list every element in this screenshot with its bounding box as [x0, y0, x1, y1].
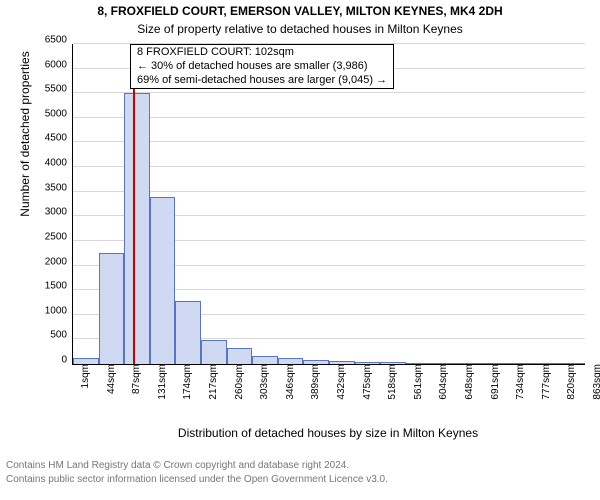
y-tick-label: 1000: [45, 305, 73, 316]
chart-container: 8, FROXFIELD COURT, EMERSON VALLEY, MILT…: [0, 0, 600, 500]
y-tick-label: 6500: [45, 35, 73, 46]
attribution-line-2: Contains public sector information licen…: [0, 474, 600, 485]
title-main: 8, FROXFIELD COURT, EMERSON VALLEY, MILT…: [0, 4, 600, 18]
histogram-bar: [227, 348, 253, 364]
y-tick-label: 500: [50, 330, 73, 341]
x-tick-label: 87sqm: [127, 364, 142, 394]
y-tick-label: 2000: [45, 256, 73, 267]
histogram-bar: [175, 301, 201, 364]
histogram-bar: [150, 197, 176, 364]
y-tick-label: 4000: [45, 158, 73, 169]
x-tick-label: 260sqm: [230, 364, 245, 400]
y-tick-label: 4500: [45, 133, 73, 144]
plot-area: 0500100015002000250030003500400045005000…: [72, 44, 585, 365]
x-tick-label: 389sqm: [306, 364, 321, 400]
histogram-bar: [252, 356, 278, 364]
gridline: [73, 117, 585, 118]
x-tick-label: 44sqm: [102, 364, 117, 394]
x-tick-label: 777sqm: [537, 364, 552, 400]
annotation-box: 8 FROXFIELD COURT: 102sqm← 30% of detach…: [130, 44, 394, 89]
x-tick-label: 648sqm: [460, 364, 475, 400]
x-tick-label: 475sqm: [358, 364, 373, 400]
y-tick-label: 1500: [45, 281, 73, 292]
annotation-line: 8 FROXFIELD COURT: 102sqm: [137, 46, 387, 60]
x-tick-label: 174sqm: [178, 364, 193, 400]
x-tick-label: 131sqm: [153, 364, 168, 400]
annotation-line: 69% of semi-detached houses are larger (…: [137, 74, 387, 88]
histogram-bar: [124, 93, 150, 364]
x-tick-label: 561sqm: [409, 364, 424, 400]
x-tick-label: 820sqm: [562, 364, 577, 400]
title-sub: Size of property relative to detached ho…: [0, 22, 600, 36]
histogram-bar: [99, 253, 125, 364]
x-axis-label: Distribution of detached houses by size …: [72, 426, 584, 440]
y-tick-label: 5000: [45, 108, 73, 119]
histogram-bar: [201, 340, 227, 364]
gridline: [73, 191, 585, 192]
y-axis-label: Number of detached properties: [18, 0, 32, 294]
y-tick-label: 6000: [45, 59, 73, 70]
gridline: [73, 166, 585, 167]
attribution-line-1: Contains HM Land Registry data © Crown c…: [0, 460, 600, 471]
x-tick-label: 1sqm: [76, 364, 91, 388]
x-tick-label: 691sqm: [486, 364, 501, 400]
y-tick-label: 3500: [45, 182, 73, 193]
y-tick-label: 2500: [45, 231, 73, 242]
gridline: [73, 92, 585, 93]
x-tick-label: 303sqm: [255, 364, 270, 400]
subject-marker-line: [133, 44, 135, 364]
y-tick-label: 5500: [45, 84, 73, 95]
x-tick-label: 604sqm: [434, 364, 449, 400]
y-tick-label: 3000: [45, 207, 73, 218]
annotation-line: ← 30% of detached houses are smaller (3,…: [137, 60, 387, 74]
x-tick-label: 217sqm: [204, 364, 219, 400]
x-tick-label: 346sqm: [281, 364, 296, 400]
x-tick-label: 518sqm: [383, 364, 398, 400]
x-tick-label: 734sqm: [511, 364, 526, 400]
gridline: [73, 141, 585, 142]
x-tick-label: 432sqm: [332, 364, 347, 400]
x-tick-label: 863sqm: [588, 364, 600, 400]
y-tick-label: 0: [61, 355, 73, 366]
